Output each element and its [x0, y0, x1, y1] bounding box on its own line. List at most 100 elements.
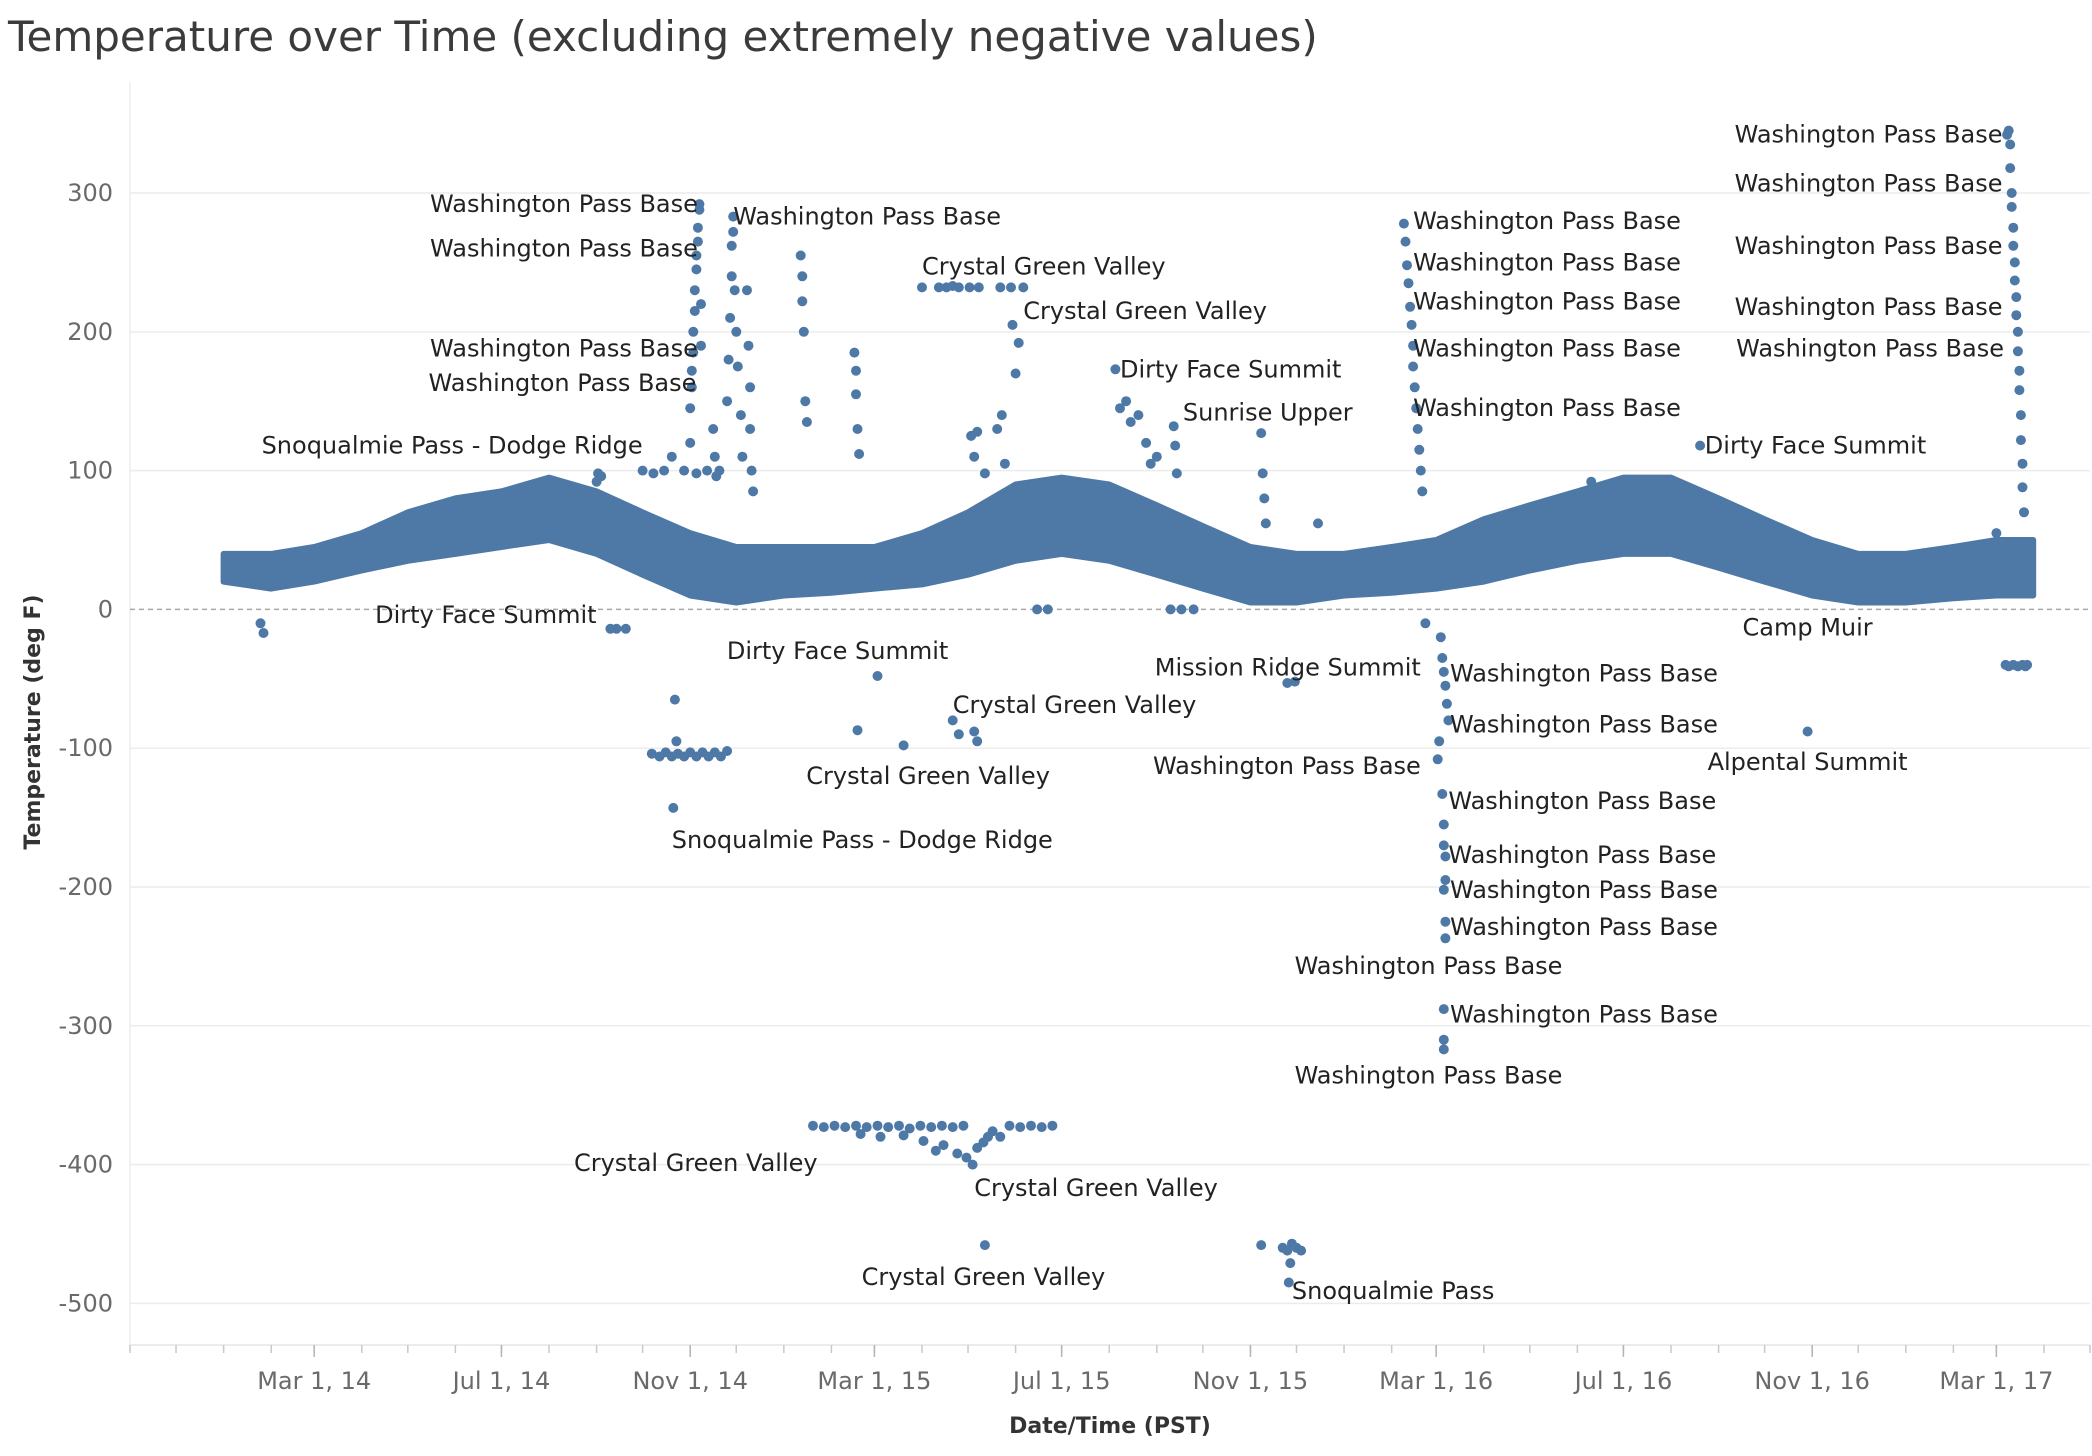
data-point [1438, 1044, 1449, 1055]
data-point [849, 347, 860, 358]
station-annotation: Camp Muir [1743, 613, 1873, 641]
data-point [898, 1130, 909, 1141]
x-tick-label: Nov 1, 14 [632, 1367, 748, 1395]
data-point [967, 1159, 978, 1170]
data-point [958, 1120, 969, 1131]
data-point [829, 1120, 840, 1131]
data-point [696, 299, 706, 310]
data-point [732, 361, 743, 372]
data-point [1313, 518, 1323, 529]
data-point [1400, 236, 1411, 247]
data-point [646, 748, 657, 759]
station-annotation: Alpental Summit [1708, 748, 1908, 776]
station-annotation: Snoqualmie Pass - Dodge Ridge [672, 826, 1053, 854]
data-point [659, 465, 670, 476]
data-point [1260, 518, 1271, 529]
station-annotation: Washington Pass Base [1413, 248, 1681, 276]
data-point [1435, 632, 1446, 643]
data-point [917, 282, 927, 293]
data-point [1285, 1258, 1296, 1269]
data-point [1125, 417, 1136, 427]
data-point [725, 312, 736, 323]
data-point [686, 382, 697, 393]
station-annotation: Washington Pass Base [1735, 169, 2003, 197]
data-point [795, 250, 806, 261]
data-point [969, 726, 980, 737]
station-annotation: Washington Pass Base [1448, 841, 1716, 869]
station-annotation: Crystal Green Valley [574, 1149, 818, 1177]
data-point [918, 1136, 929, 1146]
x-tick-label: Mar 1, 16 [1379, 1367, 1493, 1395]
data-point [692, 222, 703, 233]
station-annotation: Washington Pass Base [430, 335, 698, 363]
data-point [671, 736, 682, 747]
data-point [1412, 424, 1423, 434]
data-point [1438, 1004, 1449, 1015]
data-point [875, 1131, 886, 1142]
data-point [992, 424, 1003, 434]
data-point [731, 326, 742, 337]
x-tick-label: Jul 1, 14 [451, 1367, 551, 1395]
y-axis-ticks: 300 200 100 0 -100 -200 -300 -400 -500 [59, 179, 113, 1317]
data-point [1013, 337, 1024, 348]
data-point [926, 1122, 937, 1133]
x-axis-ticks: Mar 1, 14 Jul 1, 14 Nov 1, 14 Mar 1, 15 Jul … [129, 1345, 2091, 1395]
station-annotation: Washington Pass Base [1736, 335, 2004, 363]
data-point [686, 365, 697, 376]
data-point [648, 468, 659, 479]
data-point [1018, 282, 1029, 293]
data-point [688, 347, 699, 358]
station-annotation: Washington Pass Base [430, 190, 698, 218]
data-point [1408, 361, 1419, 372]
data-point [995, 282, 1006, 293]
data-point [694, 199, 705, 210]
data-point [800, 396, 811, 407]
data-point [692, 236, 703, 247]
data-point [2012, 346, 2023, 357]
y-tick-label: 100 [67, 457, 113, 485]
data-point [1004, 1120, 1015, 1131]
station-annotation: Washington Pass Base [1450, 1001, 1718, 1029]
station-annotation: Washington Pass Base [1413, 335, 1681, 363]
data-point [1289, 676, 1300, 687]
data-point [1440, 680, 1451, 691]
data-point [1438, 819, 1449, 830]
station-annotation: Crystal Green Valley [953, 691, 1197, 719]
data-point [637, 465, 648, 476]
data-point [666, 451, 677, 462]
x-axis-title: Date/Time (PST) [1009, 1414, 1211, 1439]
x-tick-label: Nov 1, 15 [1193, 1367, 1309, 1395]
data-point [851, 389, 861, 400]
data-point [952, 1148, 963, 1159]
data-point [1296, 1245, 1307, 1256]
data-point [2011, 292, 2022, 303]
data-point [685, 437, 696, 448]
data-point [691, 250, 702, 261]
data-point [1440, 875, 1451, 885]
data-point [801, 417, 812, 427]
data-point [1441, 698, 1452, 709]
data-point [745, 424, 756, 434]
data-point [709, 451, 720, 462]
station-annotation: Crystal Green Valley [806, 762, 1050, 790]
data-point [557, 486, 568, 497]
data-point [1115, 403, 1125, 414]
data-point [1282, 678, 1293, 688]
station-annotation: Washington Pass Base [1735, 293, 2003, 321]
data-point [685, 403, 696, 414]
station-annotation: Washington Pass Base [1735, 121, 2003, 149]
station-annotation: Washington Pass Base [1295, 1062, 1563, 1090]
data-point [855, 1129, 866, 1139]
data-point [1026, 1120, 1036, 1131]
data-point [1259, 493, 1270, 504]
data-point [1440, 851, 1451, 862]
data-point [872, 1120, 883, 1131]
x-tick-label: Jul 1, 15 [1011, 1367, 1111, 1395]
data-point [745, 382, 756, 393]
station-annotation: Dirty Face Summit [1120, 355, 1341, 383]
y-tick-label: -200 [59, 873, 113, 901]
data-point [872, 671, 883, 681]
station-annotation: Washington Pass Base [1450, 659, 1718, 687]
station-annotation: Washington Pass Base [1413, 207, 1681, 235]
data-point [1411, 403, 1422, 414]
